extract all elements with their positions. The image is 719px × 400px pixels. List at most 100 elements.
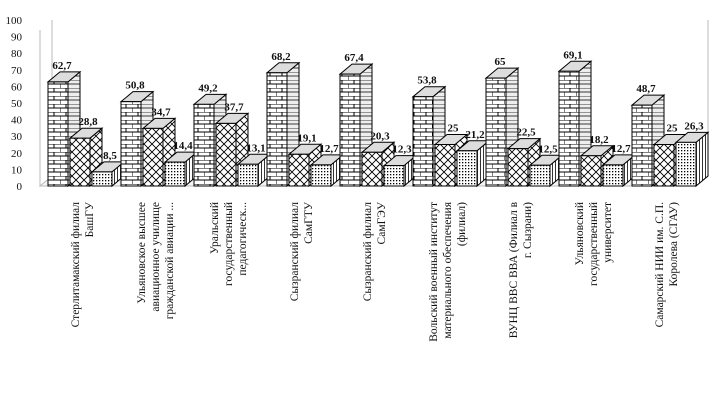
data-label-series-3-cat-1: 8,5: [103, 150, 117, 162]
data-label-series-2-cat-1: 28,8: [78, 116, 98, 128]
data-label-series-1-cat-3: 49,2: [198, 82, 218, 94]
category-label-5: Сызранский филиал СамГЭУ: [362, 201, 388, 301]
bar-front-face: [215, 122, 237, 187]
category-label-line: авиационное училище: [150, 202, 162, 312]
bar-front-face: [310, 164, 332, 187]
data-label-series-3-cat-9: 26,3: [684, 120, 704, 132]
bar-front-face: [164, 161, 186, 187]
category-label-4: Сызранский филиал СамГТУ: [289, 201, 315, 301]
bar-series-1-cat-1: [46, 70, 82, 188]
bar-front-face: [529, 164, 551, 187]
bar-front-face: [91, 171, 113, 187]
bar-front-face: [120, 101, 142, 187]
bar-front-face: [69, 137, 91, 187]
bar-series-3-cat-6: [455, 139, 491, 188]
data-label-series-2-cat-4: 19,1: [297, 132, 316, 144]
data-label-series-1-cat-9: 48,7: [636, 83, 656, 95]
data-label-series-1-cat-8: 69,1: [563, 49, 582, 61]
category-label-line: Уральский: [209, 202, 221, 254]
bar-series-3-cat-5: [382, 154, 418, 188]
data-label-series-2-cat-3: 37,7: [224, 101, 244, 113]
data-label-series-1-cat-2: 50,8: [125, 80, 145, 92]
y-tick-label: 30: [11, 131, 23, 143]
category-label-1: Стерлитамакский филиал БашГУ: [70, 201, 96, 327]
category-label-line: СамГТУ: [303, 201, 315, 244]
category-label-8: Ульяновский государственный университет: [574, 202, 614, 286]
bar-front-face: [558, 70, 580, 187]
y-tick-label: 70: [11, 65, 23, 77]
data-label-series-3-cat-7: 12,5: [538, 143, 558, 155]
bar-front-face: [485, 77, 507, 187]
category-label-line: государственный: [223, 202, 235, 286]
data-label-series-1-cat-6: 53,8: [417, 75, 437, 87]
bar-front-face: [383, 165, 405, 187]
bar-front-face: [47, 81, 69, 187]
bar-front-face: [412, 96, 434, 187]
category-label-line: материального обеспечения: [442, 201, 454, 338]
y-tick-label: 20: [11, 148, 23, 160]
y-tick-label: 100: [6, 15, 23, 27]
category-label-line: Самарский НИИ им. С.П.: [654, 202, 666, 328]
category-label-9: Самарский НИИ им. С.П. Королева (СГАУ): [654, 202, 680, 328]
data-label-series-3-cat-4: 12,7: [319, 143, 339, 155]
category-label-line: Ульяновский: [574, 202, 586, 265]
bar-front-face: [434, 144, 456, 187]
bar-front-face: [142, 127, 164, 187]
bar-front-face: [237, 163, 259, 187]
bar-front-face: [456, 150, 478, 187]
y-tick-label: 0: [17, 181, 23, 193]
y-tick-label: 40: [11, 115, 23, 127]
data-label-series-1-cat-1: 62,7: [52, 60, 72, 72]
data-label-series-1-cat-4: 68,2: [271, 51, 291, 63]
data-label-series-2-cat-6: 25: [448, 123, 460, 135]
bar-front-face: [580, 155, 602, 187]
bar-front-face: [266, 72, 288, 187]
category-label-line: государственный: [588, 202, 600, 286]
category-label-line: (филиал): [456, 202, 468, 246]
category-label-line: педагогическ...: [237, 202, 249, 276]
data-label-series-2-cat-9: 25: [667, 123, 679, 135]
data-label-series-1-cat-7: 65: [495, 56, 507, 68]
category-label-line: БашГУ: [84, 201, 96, 237]
category-label-line: Сызранский филиал: [289, 202, 301, 302]
category-label-line: Сызранский филиал: [362, 202, 374, 302]
category-label-line: Вольский военный институт: [428, 202, 440, 342]
category-label-line: СамГЭУ: [376, 201, 388, 244]
category-label-line: Королева (СГАУ): [668, 202, 680, 287]
data-label-series-3-cat-3: 13,1: [246, 142, 265, 154]
bar-series-3-cat-3: [236, 153, 272, 188]
data-labels: 62,7 28,8 8,5 50,8 34,7 14,4 49,2 37,7 13,1 68,2 1…: [52, 49, 704, 162]
y-tick-label: 90: [11, 32, 23, 44]
bar-front-face: [675, 141, 697, 187]
y-tick-label: 50: [11, 98, 23, 110]
data-label-series-3-cat-6: 21,2: [465, 129, 485, 141]
category-label-line: университет: [602, 202, 614, 263]
bar-front-face: [602, 164, 624, 187]
category-label-line: Ульяновское высшее: [136, 202, 148, 304]
bars: [46, 60, 710, 188]
category-label-line: гражданской авиации ...: [164, 202, 176, 319]
data-label-series-3-cat-2: 14,4: [173, 140, 193, 152]
y-tick-label: 80: [11, 48, 23, 60]
category-label-line: г. Сызрани): [522, 202, 534, 258]
x-axis: Стерлитамакский филиал БашГУ Ульяновское в…: [70, 201, 680, 342]
category-label-2: Ульяновское высшее авиационное училище гра…: [136, 202, 176, 319]
bar-front-face: [193, 103, 215, 187]
data-label-series-3-cat-8: 12,7: [611, 143, 631, 155]
category-label-line: ВУНЦ ВВС ВВА (Филиал в: [508, 201, 520, 338]
category-label-7: ВУНЦ ВВС ВВА (Филиал в г. Сызрани): [508, 201, 534, 338]
bar-front-face: [631, 104, 653, 187]
category-label-3: Уральский государственный педагогическ...: [209, 202, 249, 286]
bar-front-face: [361, 151, 383, 187]
category-label-6: Вольский военный институт материального о…: [428, 201, 468, 341]
bar-front-face: [288, 153, 310, 187]
data-label-series-2-cat-7: 22,5: [516, 127, 536, 139]
bar-front-face: [339, 73, 361, 187]
data-label-series-2-cat-8: 18,2: [589, 134, 609, 146]
bar-series-3-cat-9: [674, 131, 710, 188]
y-tick-label: 10: [11, 164, 23, 176]
bar-front-face: [507, 148, 529, 187]
data-label-series-1-cat-5: 67,4: [344, 52, 364, 64]
